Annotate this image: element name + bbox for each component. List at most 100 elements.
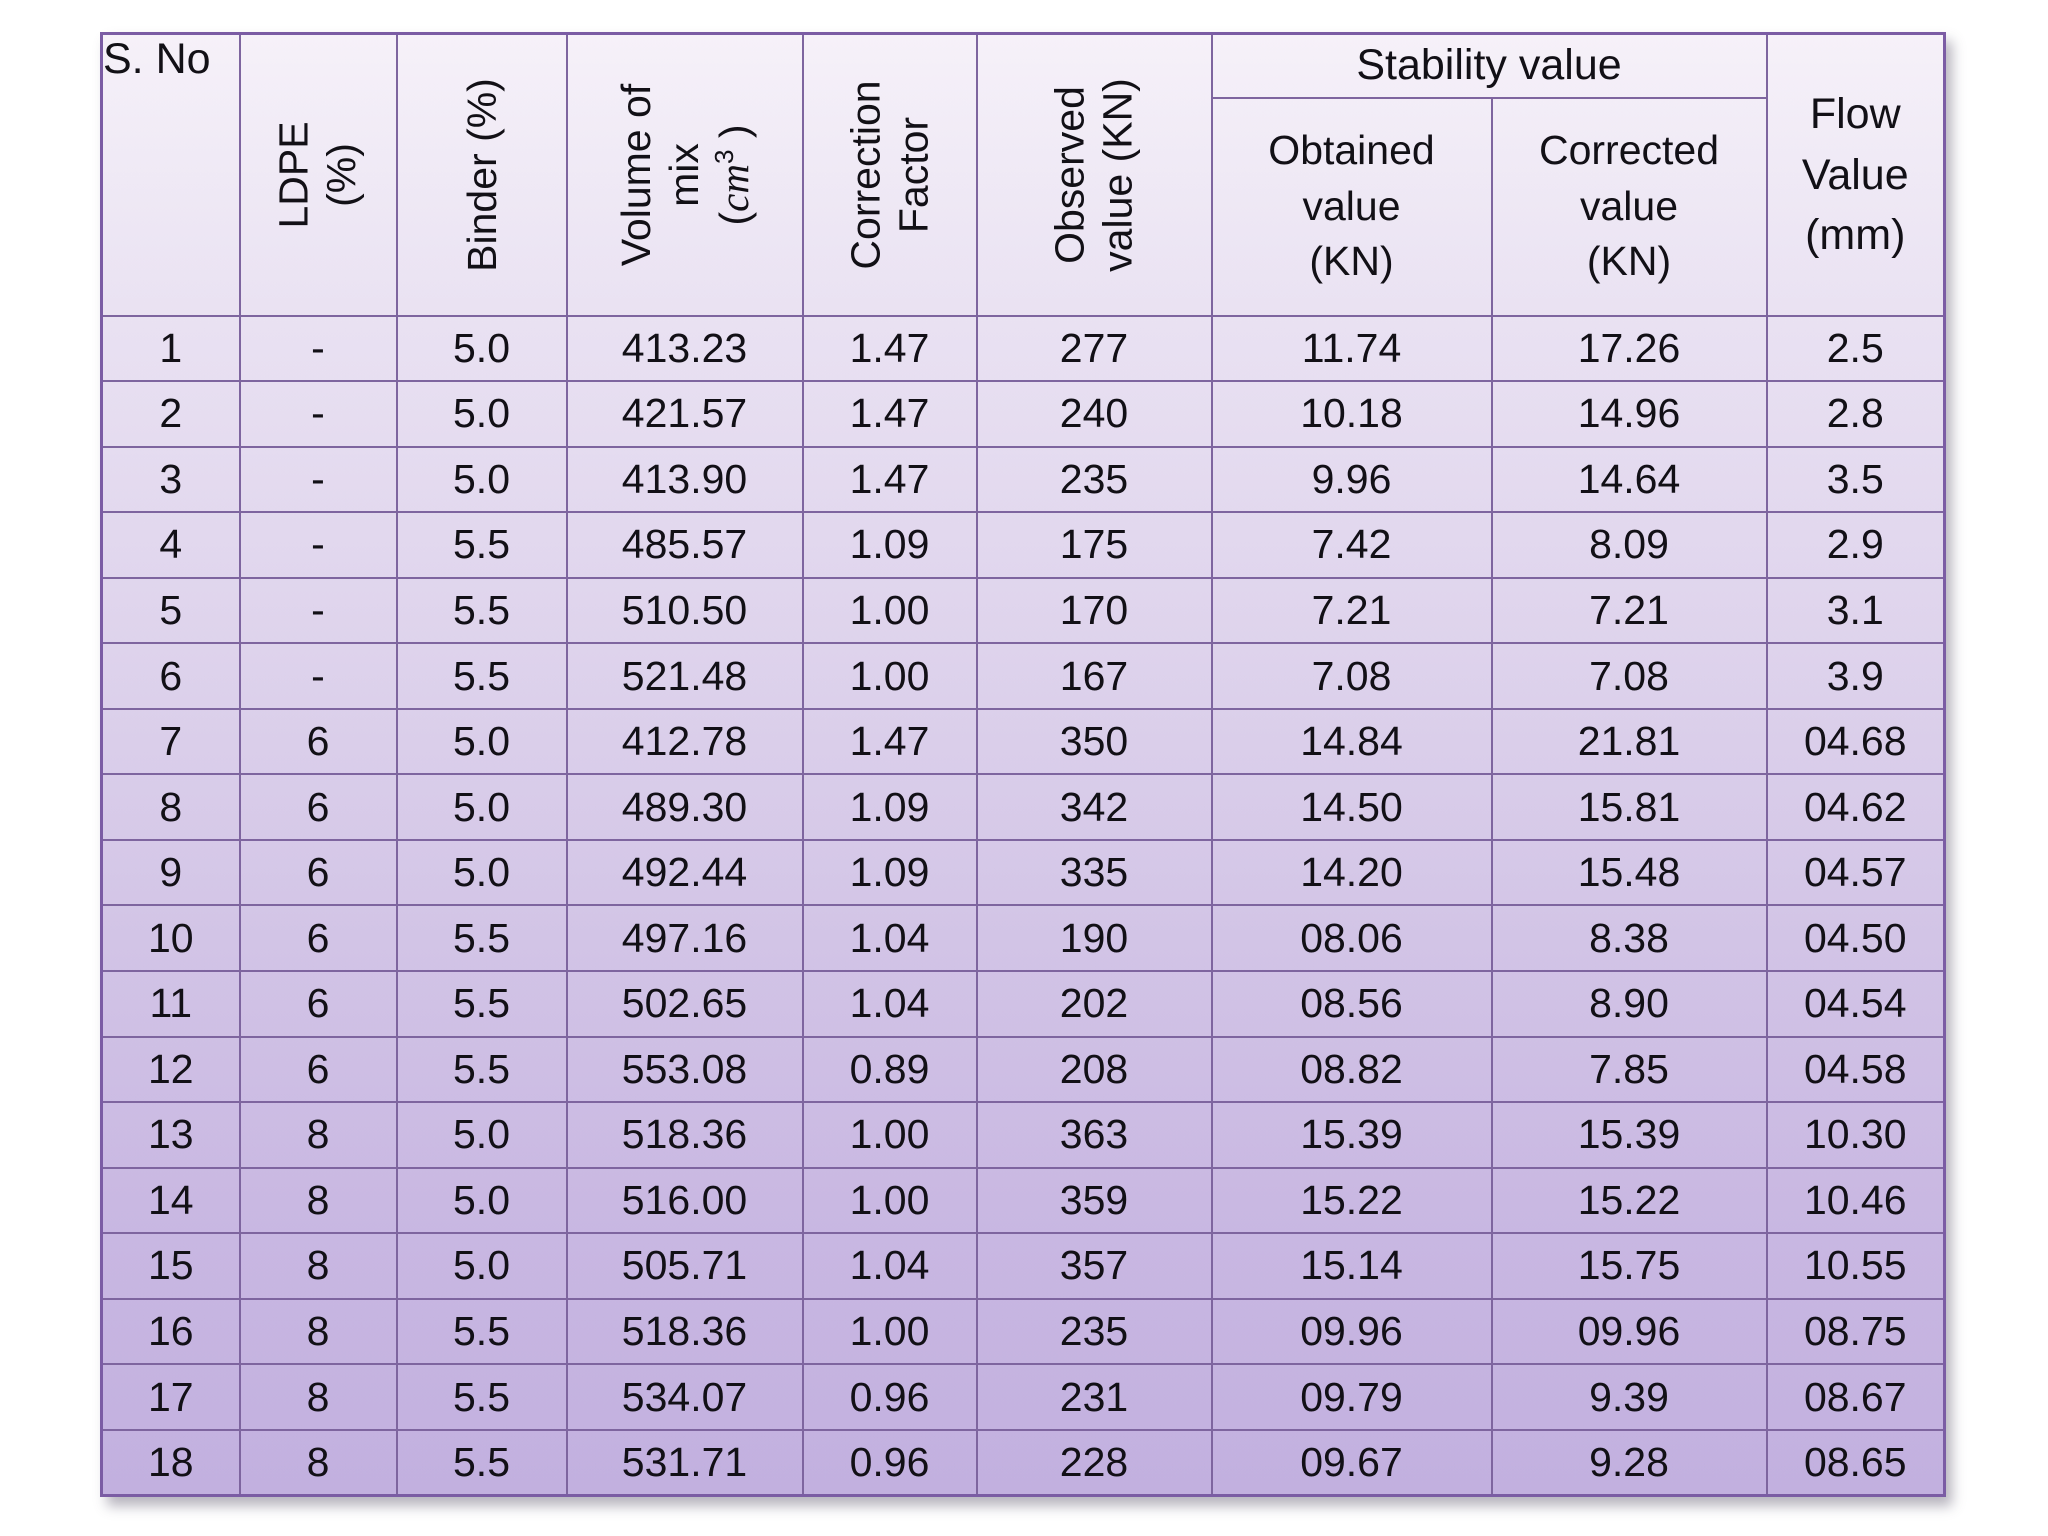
cell-observed: 228 [975,1428,1213,1497]
header-row-top: S. No LDPE (%) Binder (%) [100,32,1946,317]
header-line: Flow [1809,90,1901,139]
col-header-flow: Flow Value (mm) [1765,32,1946,317]
col-header-volume: Volume of mix (cm3 ) [565,32,804,317]
cell-binder: 5.0 [395,314,568,383]
cell-obtained: 9.96 [1210,445,1493,514]
table-row: 2-5.0 421.57 1.47 240 10.18 14.96 2.8 [100,380,1946,448]
table-row: 15 8 5.0 505.71 1.04 357 15.14 15.75 10.55 [100,1232,1946,1300]
header-line: value [1302,182,1401,229]
cell-corrected: 8.38 [1490,904,1768,972]
cell-volume: 502.65 [565,969,804,1038]
cell-obtained: 15.22 [1210,1166,1493,1235]
cell-flow: 3.5 [1765,445,1946,514]
cell-sno: 10 [100,904,241,972]
col-header-observed: Observed value (KN) [975,32,1213,317]
unit-exponent: 3 [708,149,739,164]
cell-binder: 5.0 [395,838,568,907]
cell-sno: 11 [100,969,241,1038]
cell-ldpe: 8 [238,1101,398,1169]
results-table: S. No LDPE (%) Binder (%) [100,32,1946,1497]
table-row: 5-5.5 510.50 1.00 170 7.21 7.21 3.1 [100,576,1946,645]
cell-obtained: 10.18 [1210,380,1493,448]
cell-binder: 5.5 [395,1297,568,1366]
rotated-label-binder: Binder (%) [457,78,505,272]
cell-correction: 0.96 [801,1428,978,1497]
cell-volume: 516.00 [565,1166,804,1235]
table-row: 4-5.5 485.57 1.09 175 7.42 8.09 2.9 [100,511,1946,579]
cell-flow: 10.46 [1765,1166,1946,1235]
cell-observed: 342 [975,773,1213,841]
cell-flow: 08.65 [1765,1428,1946,1497]
cell-binder: 5.5 [395,1363,568,1431]
cell-obtained: 7.08 [1210,642,1493,710]
cell-obtained: 7.42 [1210,511,1493,579]
header-line: LDPE [270,121,317,229]
cell-ldpe: 6 [238,1035,398,1104]
cell-obtained: 15.14 [1210,1232,1493,1300]
cell-flow: 10.30 [1765,1101,1946,1169]
cell-correction: 1.00 [801,1297,978,1366]
cell-volume: 421.57 [565,380,804,448]
unit-name: cm [710,163,757,212]
cell-observed: 170 [975,576,1213,645]
cell-sno: 15 [100,1232,241,1300]
cell-binder: 5.0 [395,1232,568,1300]
cell-binder: 5.0 [395,1101,568,1169]
cell-flow: 04.50 [1765,904,1946,972]
cell-ldpe: 8 [238,1166,398,1235]
header-line: Factor [890,116,937,233]
cell-ldpe: - [238,314,398,383]
cell-sno: 12 [100,1035,241,1104]
cell-volume: 413.23 [565,314,804,383]
table-row: 7 6 5.0 412.78 1.47 350 14.84 21.81 04.68 [100,707,1946,776]
col-header-sno: S. No [100,32,241,317]
cell-correction: 1.00 [801,1166,978,1235]
cell-observed: 357 [975,1232,1213,1300]
cell-volume: 534.07 [565,1363,804,1431]
cell-ldpe: - [238,380,398,448]
header-line: Correction [842,80,889,270]
cell-correction: 1.04 [801,904,978,972]
cell-observed: 202 [975,969,1213,1038]
cell-corrected: 15.48 [1490,838,1768,907]
cell-observed: 235 [975,445,1213,514]
cell-flow: 2.5 [1765,314,1946,383]
cell-correction: 1.09 [801,773,978,841]
cell-correction: 1.00 [801,576,978,645]
cell-sno: 3 [100,445,241,514]
cell-obtained: 14.20 [1210,838,1493,907]
col-header-corrected: Corrected value (KN) [1490,96,1768,317]
cell-ldpe: - [238,576,398,645]
cell-corrected: 8.90 [1490,969,1768,1038]
cell-sno: 13 [100,1101,241,1169]
header-line: mix [660,142,707,207]
cell-corrected: 14.96 [1490,380,1768,448]
cell-flow: 10.55 [1765,1232,1946,1300]
cell-flow: 04.54 [1765,969,1946,1038]
cell-ldpe: 6 [238,773,398,841]
cell-volume: 497.16 [565,904,804,972]
header-line: Volume of [612,83,659,266]
table-row: 8 6 5.0 489.30 1.09 342 14.50 15.81 04.62 [100,773,1946,841]
cell-sno: 14 [100,1166,241,1235]
rotated-label-ldpe: LDPE (%) [270,121,367,228]
cell-flow: 08.67 [1765,1363,1946,1431]
header-line: Corrected [1538,127,1719,174]
cell-correction: 1.47 [801,380,978,448]
cell-flow: 04.68 [1765,707,1946,776]
cell-corrected: 8.09 [1490,511,1768,579]
cell-correction: 1.00 [801,642,978,710]
col-header-binder: Binder (%) [395,32,568,317]
cell-flow: 04.62 [1765,773,1946,841]
volume-unit: (cm3 ) [708,84,757,266]
cell-obtained: 7.21 [1210,576,1493,645]
cell-volume: 489.30 [565,773,804,841]
cell-volume: 413.90 [565,445,804,514]
unit-paren: ( [710,211,757,226]
cell-volume: 553.08 [565,1035,804,1104]
cell-volume: 412.78 [565,707,804,776]
cell-corrected: 15.81 [1490,773,1768,841]
cell-observed: 277 [975,314,1213,383]
cell-observed: 235 [975,1297,1213,1366]
